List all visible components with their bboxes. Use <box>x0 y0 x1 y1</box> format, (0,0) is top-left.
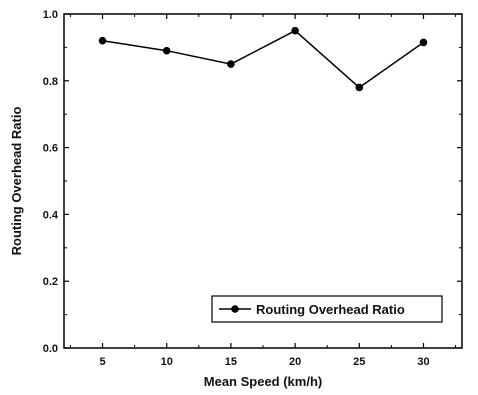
y-tick-label: 0.0 <box>43 343 58 355</box>
data-point <box>227 60 235 68</box>
legend: Routing Overhead Ratio <box>211 295 443 323</box>
data-point <box>419 38 428 47</box>
y-tick-label: 0.2 <box>43 276 58 288</box>
y-tick-label: 0.4 <box>43 209 59 221</box>
x-tick-label: 20 <box>289 356 301 368</box>
series-line <box>102 29 424 89</box>
x-axis-title: Mean Speed (km/h) <box>204 374 322 389</box>
y-axis-title: Routing Overhead Ratio <box>9 107 24 256</box>
x-tick-label: 25 <box>353 356 365 368</box>
data-point <box>355 83 364 92</box>
x-tick-label: 15 <box>225 356 237 368</box>
y-tick-label: 0.8 <box>43 76 58 88</box>
legend-entry-label: Routing Overhead Ratio <box>256 302 405 317</box>
x-tick-label: 10 <box>161 356 173 368</box>
data-point <box>291 26 299 35</box>
x-axis: 5 10 15 20 25 30 <box>69 14 457 368</box>
y-axis: 0.0 0.2 0.4 0.6 0.8 1.0 <box>43 9 462 355</box>
series-layer <box>98 26 428 92</box>
legend-marker-sample <box>231 305 239 313</box>
x-tick-label: 30 <box>417 356 429 368</box>
data-point <box>162 46 171 55</box>
y-tick-label: 0.6 <box>43 143 58 155</box>
x-tick-label: 5 <box>99 356 105 368</box>
data-point <box>98 36 107 45</box>
y-tick-label: 1.0 <box>43 9 58 21</box>
